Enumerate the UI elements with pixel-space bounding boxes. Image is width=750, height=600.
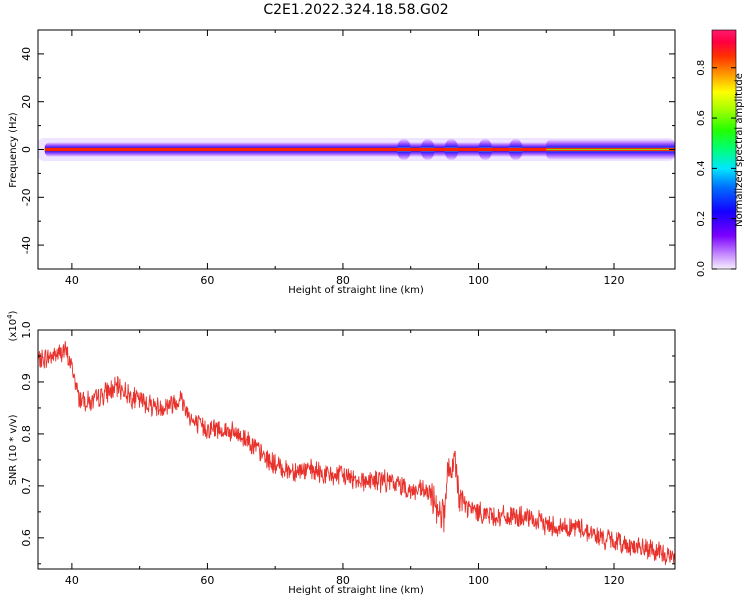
snr-scale-base: (x10 <box>8 319 19 342</box>
snr-xtick-label: 60 <box>200 574 214 587</box>
figure-title: C2E1.2022.324.18.58.G02 <box>263 2 448 18</box>
spectrogram-ytick-label: 40 <box>20 47 33 61</box>
snr-ticks: 40 60 80 100 120 1.0 0.9 0.8 0.7 0.6 <box>20 321 675 587</box>
snr-frame <box>37 329 676 570</box>
snr-scale-exponent: 4 <box>6 314 14 319</box>
colorbar-tick-label: 0.2 <box>696 211 707 227</box>
spectrogram-xtick-label: 80 <box>336 274 350 287</box>
spectrogram-ytick-label: -20 <box>20 188 33 206</box>
colorbar: 0.0 0.2 0.4 0.6 0.8 Normalized spectral ampl… <box>696 29 745 277</box>
snr-ytick-label: 0.8 <box>20 425 33 443</box>
snr-ytick-label: 0.9 <box>20 373 33 391</box>
snr-xtick-label: 40 <box>65 574 79 587</box>
snr-ylabel: SNR (10 * v/v) <box>8 414 19 485</box>
snr-xtick-label: 80 <box>336 574 350 587</box>
spectrogram-ytick-label: 0 <box>20 146 33 153</box>
snr-series-line <box>38 340 675 565</box>
spectrogram-panel: 40 60 80 100 120 40 20 0 -20 -40 Height of straig… <box>8 29 676 296</box>
spectrogram-band <box>38 138 675 161</box>
colorbar-label: Normalized spectral amplitude <box>734 73 745 227</box>
spectrogram-xtick-label: 60 <box>200 274 214 287</box>
svg-text:(x104): (x104) <box>6 310 19 341</box>
snr-xtick-label: 120 <box>604 574 625 587</box>
spectrogram-xlabel: Height of straight line (km) <box>288 285 424 296</box>
band-core <box>44 147 675 152</box>
snr-panel: 40 60 80 100 120 1.0 0.9 0.8 0.7 0.6 Height of st… <box>6 310 676 596</box>
spectrogram-xtick-label: 100 <box>468 274 489 287</box>
colorbar-gradient <box>711 29 737 270</box>
spectrogram-ytick-label: -40 <box>20 236 33 254</box>
colorbar-tick-label: 0.4 <box>696 160 707 176</box>
band-core-highlight <box>546 148 675 151</box>
colorbar-tick-label: 0.0 <box>696 261 707 277</box>
colorbar-ticks: 0.0 0.2 0.4 0.6 0.8 <box>696 60 736 277</box>
spectrogram-ylabel: Frequency (Hz) <box>8 112 19 188</box>
snr-ytick-label: 0.6 <box>20 529 33 547</box>
snr-scale-close: ) <box>8 310 19 314</box>
spectrogram-ticks: 40 60 80 100 120 40 20 0 -20 -40 <box>20 29 675 287</box>
snr-ytick-label: 1.0 <box>20 321 33 339</box>
spectrogram-xtick-label: 120 <box>604 274 625 287</box>
snr-xlabel: Height of straight line (km) <box>288 585 424 596</box>
spectrogram-xtick-label: 40 <box>65 274 79 287</box>
snr-xtick-label: 100 <box>468 574 489 587</box>
snr-scale-label: (x104) <box>6 310 19 341</box>
colorbar-tick-label: 0.6 <box>696 110 707 126</box>
spectrogram-ytick-label: 20 <box>20 95 33 109</box>
colorbar-tick-label: 0.8 <box>696 60 707 76</box>
snr-ytick-label: 0.7 <box>20 477 33 495</box>
